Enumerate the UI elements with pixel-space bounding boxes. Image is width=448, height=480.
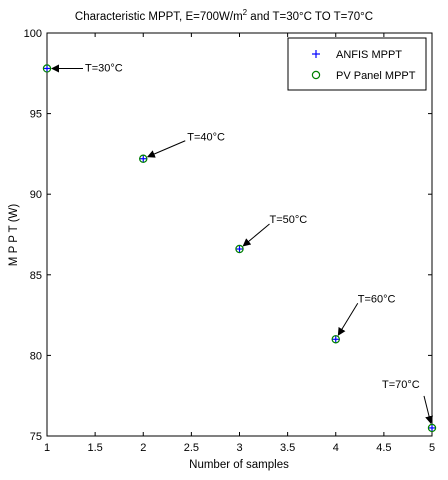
annotation-label: T=30°C	[85, 62, 123, 74]
chart-title: Characteristic MPPT, E=700W/m2 and T=30°…	[75, 8, 373, 23]
annotation-arrow	[337, 303, 359, 336]
x-axis-label: Number of samples	[189, 459, 289, 471]
annotation-label: T=60°C	[358, 293, 396, 305]
data-point-pv-panel	[42, 64, 52, 73]
data-points	[42, 64, 437, 433]
annotation-label: T=70°C	[382, 379, 420, 391]
y-tick-label: 100	[24, 28, 42, 40]
data-point-pv-panel	[427, 423, 437, 433]
data-point-pv-panel	[235, 244, 244, 254]
annotation-arrow	[423, 395, 433, 425]
annotation-arrow	[146, 140, 186, 158]
x-tick-label: 4	[333, 442, 339, 454]
x-tick-label: 1	[44, 442, 50, 454]
data-point-anfis	[43, 64, 51, 73]
y-tick-label: 80	[30, 350, 42, 362]
y-axis-label: M P P T (W)	[8, 204, 20, 267]
x-tick-label: 2	[140, 442, 146, 454]
annotation-label: T=50°C	[270, 214, 308, 226]
x-tick-label: 3	[236, 442, 242, 454]
legend: ANFIS MPPT PV Panel MPPT	[287, 37, 427, 91]
x-tick-label: 3.5	[280, 442, 295, 454]
data-point-pv-panel	[331, 335, 340, 344]
plot-area	[46, 32, 433, 437]
x-tick-label: 2.5	[184, 442, 199, 454]
legend-marker-pv	[311, 70, 321, 80]
data-point-anfis	[235, 245, 244, 254]
y-tick-label: 90	[30, 189, 42, 201]
data-point-pv-panel	[139, 154, 148, 163]
axis-ticks: 1 1.5 2 2.5 3 3.5 4 4.5 5 75 80 85 90 95 100	[24, 28, 435, 454]
annotation-label: T=40°C	[187, 132, 225, 144]
data-point-anfis	[428, 423, 436, 432]
legend-label-pv: PV Panel MPPT	[336, 70, 416, 82]
y-tick-label: 85	[30, 270, 42, 282]
legend-box	[287, 37, 427, 91]
legend-marker-anfis	[312, 50, 320, 58]
annotation-arrow	[242, 223, 270, 247]
y-tick-label: 75	[30, 431, 42, 443]
x-tick-label: 1.5	[87, 442, 102, 454]
data-point-anfis	[139, 154, 148, 163]
data-point-anfis	[331, 335, 340, 344]
x-tick-label: 5	[429, 442, 435, 454]
legend-label-anfis: ANFIS MPPT	[336, 49, 402, 61]
annotations: T=30°C T=40°C T=50°C T=60°C T=70°C	[51, 62, 433, 425]
x-tick-label: 4.5	[376, 442, 391, 454]
y-tick-label: 95	[30, 109, 42, 121]
